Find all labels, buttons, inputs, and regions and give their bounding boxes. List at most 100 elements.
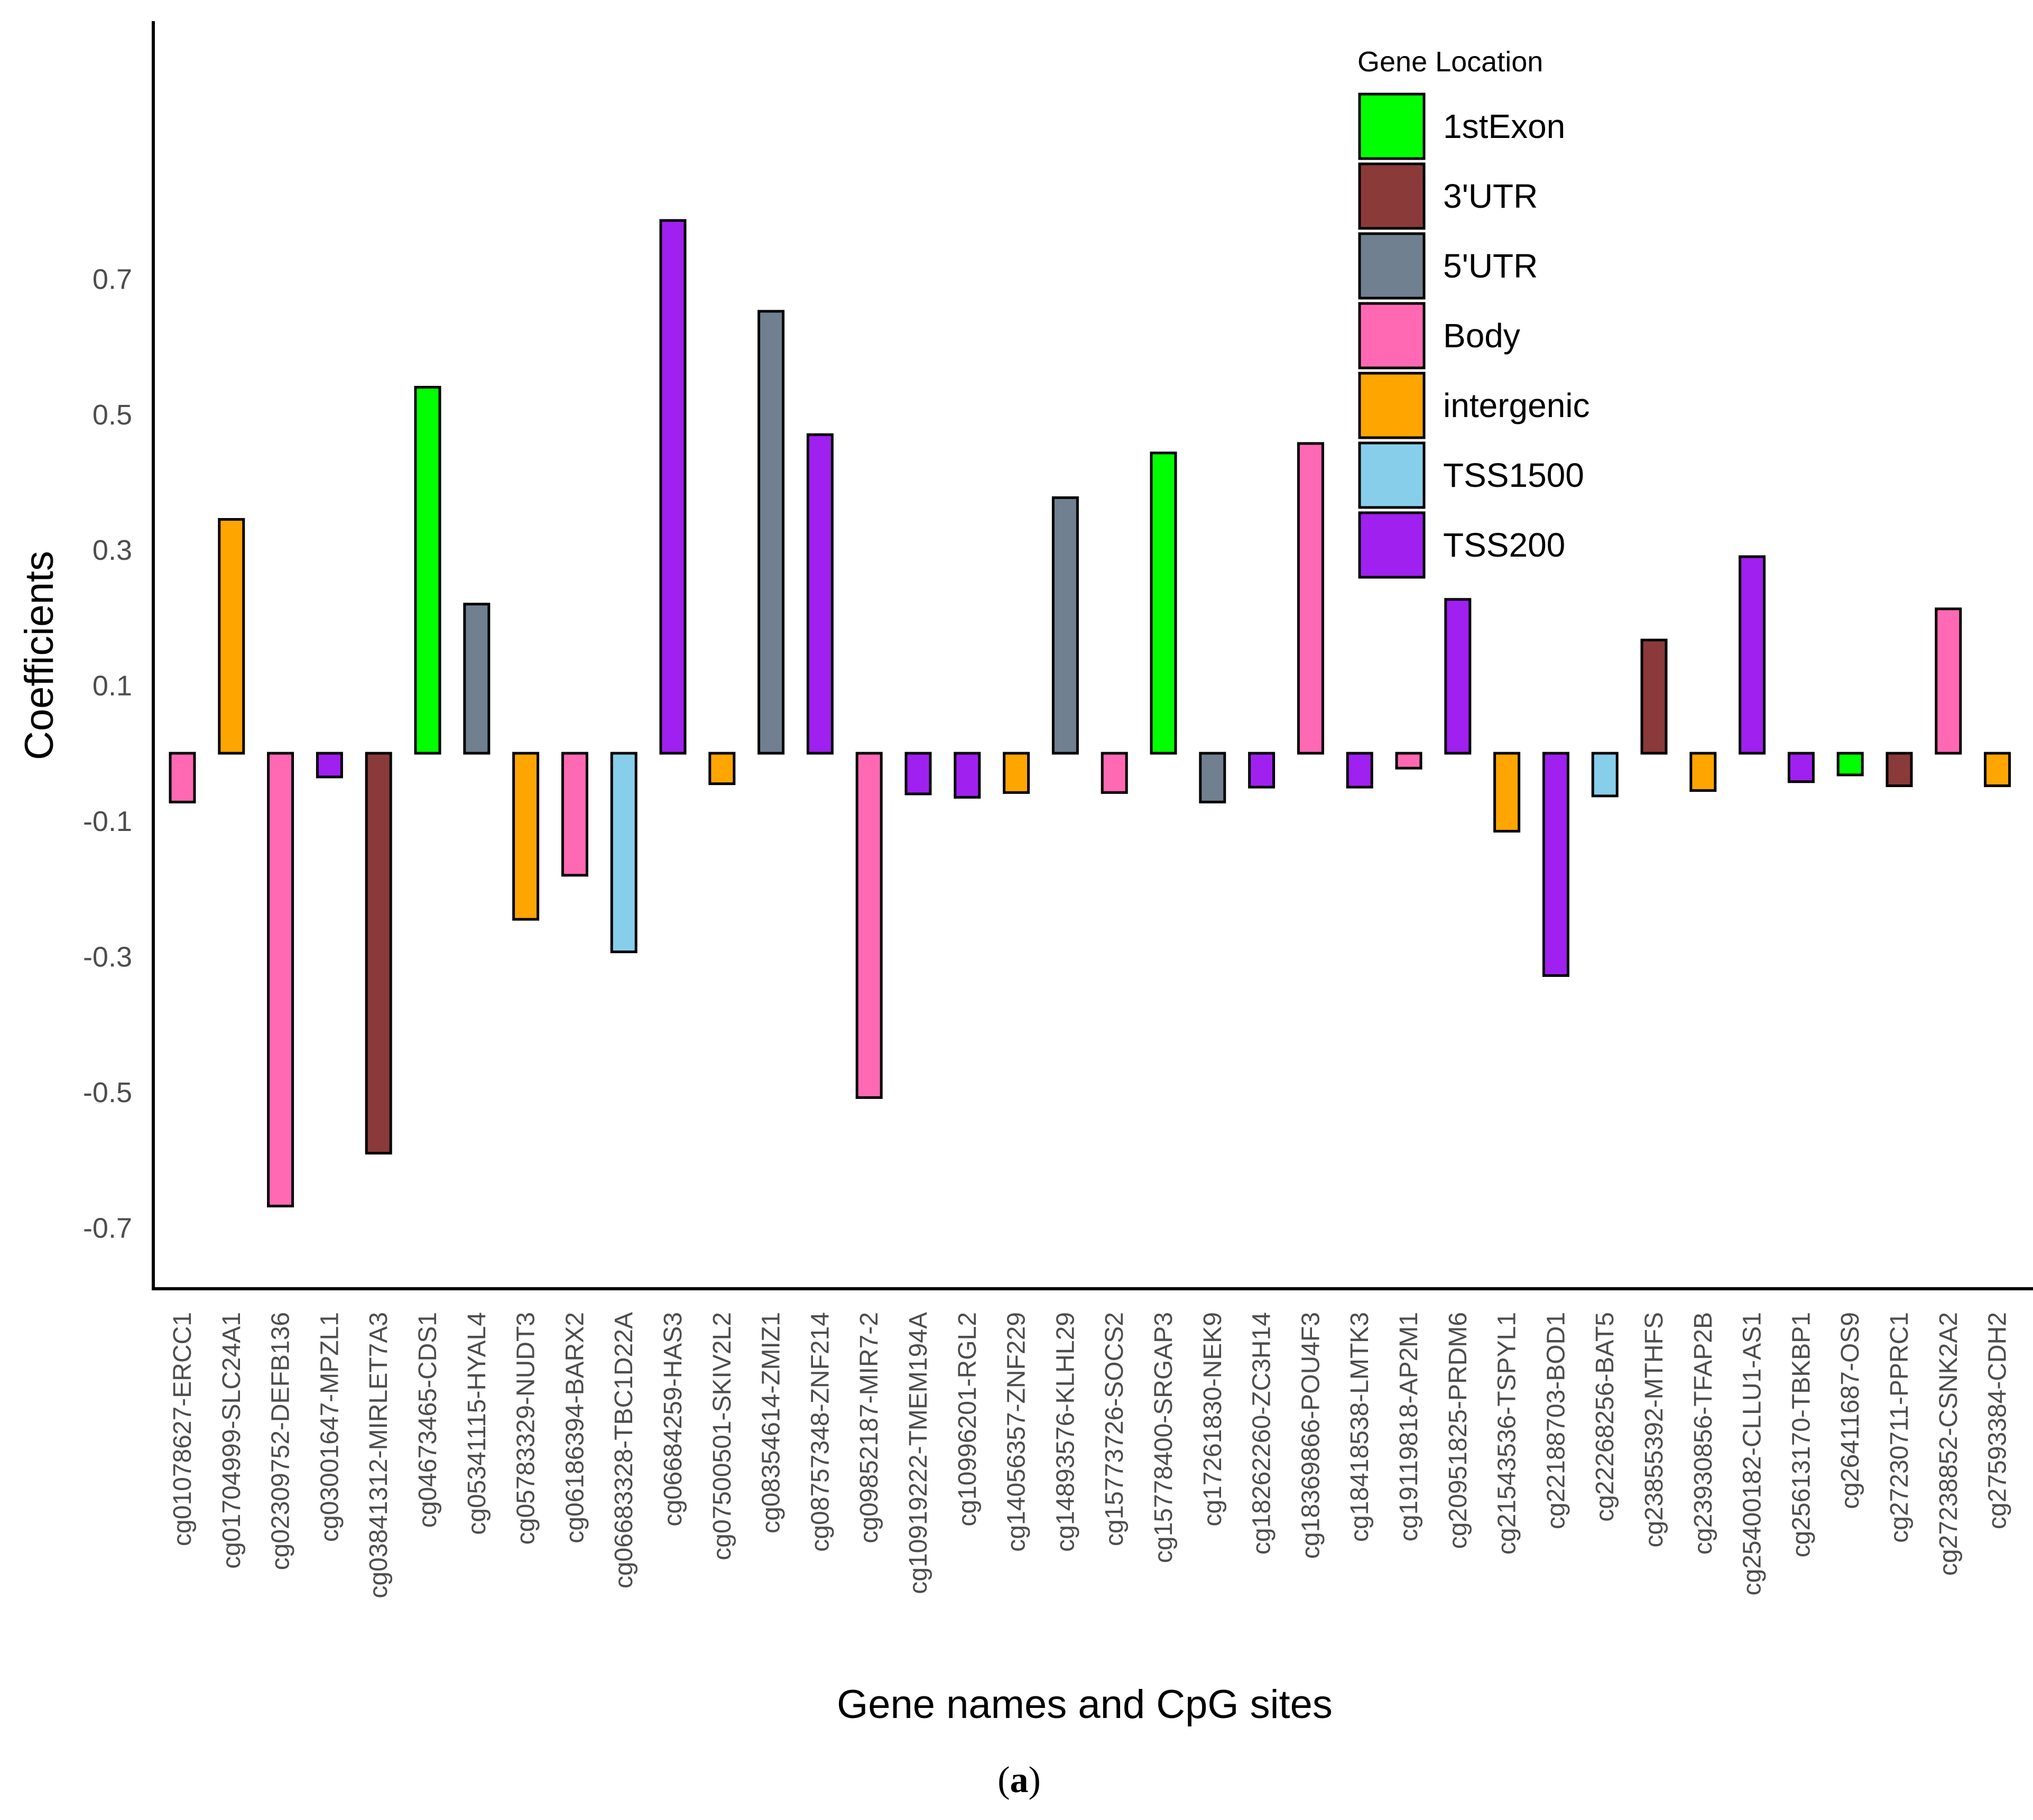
y-axis-title: Coefficients bbox=[17, 551, 62, 760]
x-tick-label: cg01078627-ERCC1 bbox=[169, 1312, 197, 1546]
legend-key bbox=[1358, 162, 1426, 230]
legend-key bbox=[1358, 93, 1426, 160]
bar bbox=[1297, 442, 1324, 755]
bar bbox=[1101, 752, 1128, 794]
x-tick-label: cg25613170-TBKBP1 bbox=[1787, 1312, 1815, 1557]
bars bbox=[169, 219, 2011, 1208]
bar bbox=[1395, 752, 1422, 770]
x-tick-label: cg18262260-ZC3H14 bbox=[1248, 1312, 1276, 1555]
x-tick-label: cg15773726-SOCS2 bbox=[1101, 1312, 1129, 1546]
bar bbox=[561, 752, 588, 877]
x-tick-label: cg27593384-CDH2 bbox=[1984, 1312, 2012, 1529]
legend-label: 1stExon bbox=[1443, 107, 1565, 145]
y-tick-label: -0.7 bbox=[83, 1213, 132, 1244]
bar bbox=[218, 518, 245, 755]
bar bbox=[708, 752, 736, 786]
x-tick-label: cg06186394-BARX2 bbox=[561, 1312, 589, 1544]
bar bbox=[954, 752, 981, 799]
bar bbox=[1248, 752, 1276, 789]
caption-open-paren: ( bbox=[997, 1760, 1010, 1800]
legend-title: Gene Location bbox=[1357, 46, 1543, 78]
legend-key bbox=[1358, 302, 1426, 369]
legend-key bbox=[1358, 232, 1426, 300]
x-tick-label: cg08354614-ZMIZ1 bbox=[757, 1312, 786, 1533]
bar bbox=[1003, 752, 1030, 794]
legend-label: Body bbox=[1443, 317, 1520, 355]
bar bbox=[1150, 451, 1177, 755]
x-tick-label: cg15778400-SRGAP3 bbox=[1150, 1312, 1178, 1563]
x-tick-label: cg17261830-NEK9 bbox=[1199, 1312, 1227, 1527]
x-tick-label: cg05783329-NUDT3 bbox=[512, 1312, 540, 1545]
x-tick-label: cg01704999-SLC24A1 bbox=[218, 1312, 246, 1569]
x-tick-label: cg06683328-TBC1D22A bbox=[610, 1312, 638, 1588]
bar bbox=[1787, 752, 1815, 783]
x-tick-label: cg10996201-RGL2 bbox=[954, 1312, 982, 1527]
bar bbox=[1591, 752, 1619, 798]
y-tick-label: 0.1 bbox=[93, 670, 132, 702]
bar bbox=[1444, 598, 1472, 755]
bar bbox=[1984, 752, 2011, 787]
x-tick-label: cg10919222-TMEM194A bbox=[904, 1312, 932, 1594]
x-tick-label: cg25400182-CLLU1-AS1 bbox=[1739, 1312, 1767, 1595]
bar bbox=[855, 752, 883, 1099]
bar bbox=[1051, 496, 1079, 755]
bar bbox=[1640, 639, 1668, 755]
bar bbox=[1346, 752, 1373, 789]
x-axis-title: Gene names and CpG sites bbox=[837, 1682, 1333, 1727]
y-tick-label: -0.5 bbox=[83, 1077, 132, 1108]
x-tick-label: cg27230711-PPRC1 bbox=[1886, 1312, 1914, 1543]
bar bbox=[1836, 752, 1864, 777]
bar bbox=[1886, 752, 1913, 787]
legend-label: 5'UTR bbox=[1443, 247, 1538, 285]
x-tick-label: cg09852187-MIR7-2 bbox=[855, 1312, 883, 1544]
legend: Gene Location 1stExon 3'UTR 5'UTR Body inter… bbox=[1357, 46, 1590, 579]
bar bbox=[1199, 752, 1226, 803]
x-tick-label: cg23930856-TFAP2B bbox=[1689, 1312, 1717, 1555]
bar bbox=[659, 219, 687, 755]
x-tick-label: cg23855392-MTHFS bbox=[1640, 1312, 1668, 1548]
x-tick-label: cg19119818-AP2M1 bbox=[1395, 1312, 1423, 1541]
y-tick-label: -0.1 bbox=[83, 806, 132, 837]
bar bbox=[610, 752, 637, 954]
bar bbox=[1689, 752, 1717, 792]
bar bbox=[365, 752, 392, 1155]
x-tick-label: cg03841312-MIRLET7A3 bbox=[365, 1312, 393, 1599]
y-tick-label: 0.5 bbox=[93, 399, 132, 431]
x-tick-label: cg07500501-SKIV2L2 bbox=[708, 1312, 736, 1560]
caption-close-paren: ) bbox=[1029, 1760, 1041, 1800]
bar bbox=[1493, 752, 1521, 833]
legend-key bbox=[1358, 511, 1426, 579]
x-tick-label: cg02309752-DEFB136 bbox=[267, 1312, 295, 1570]
x-tick-label: cg21543536-TSPYL1 bbox=[1493, 1312, 1521, 1555]
bar bbox=[1739, 555, 1766, 755]
x-tick-label: cg20951825-PRDM6 bbox=[1444, 1312, 1472, 1549]
bar bbox=[316, 752, 343, 779]
bar bbox=[267, 752, 294, 1208]
y-tick-labels: 0.7 0.5 0.3 0.1 -0.1 -0.3 -0.5 -0.7 bbox=[83, 263, 132, 1244]
x-tick-label: cg05341115-HYAL4 bbox=[463, 1312, 491, 1535]
bar bbox=[414, 385, 441, 755]
y-tick-label: 0.3 bbox=[93, 534, 132, 566]
figure-caption: (a) bbox=[997, 1760, 1041, 1800]
x-tick-labels: cg01078627-ERCC1 cg01704999-SLC24A1 cg0230… bbox=[169, 1312, 2012, 1599]
y-tick-label: -0.3 bbox=[83, 941, 132, 973]
axes bbox=[152, 21, 2033, 1290]
x-tick-label: cg22268256-BAT5 bbox=[1591, 1312, 1619, 1522]
legend-label: TSS1500 bbox=[1443, 456, 1584, 494]
x-tick-label: cg18369866-POU4F3 bbox=[1297, 1312, 1325, 1559]
legend-label: TSS200 bbox=[1443, 526, 1565, 564]
x-tick-label: cg22188703-BOD1 bbox=[1542, 1312, 1570, 1529]
bar bbox=[757, 310, 785, 755]
x-tick-label: cg04673465-CDS1 bbox=[414, 1312, 442, 1528]
caption-letter: a bbox=[1010, 1760, 1029, 1800]
x-tick-label: cg14893576-KLHL29 bbox=[1051, 1312, 1079, 1552]
x-tick-label: cg08757348-ZNF214 bbox=[806, 1312, 834, 1552]
x-tick-label: cg14056357-ZNF229 bbox=[1003, 1312, 1031, 1552]
x-tick-label: cg18418538-LMTK3 bbox=[1346, 1312, 1374, 1542]
legend-key bbox=[1358, 441, 1426, 509]
x-tick-label: cg27238852-CSNK2A2 bbox=[1935, 1312, 1963, 1576]
x-tick-label: cg26411687-OS9 bbox=[1836, 1312, 1864, 1509]
bar bbox=[1935, 607, 1962, 755]
bar bbox=[169, 752, 196, 803]
